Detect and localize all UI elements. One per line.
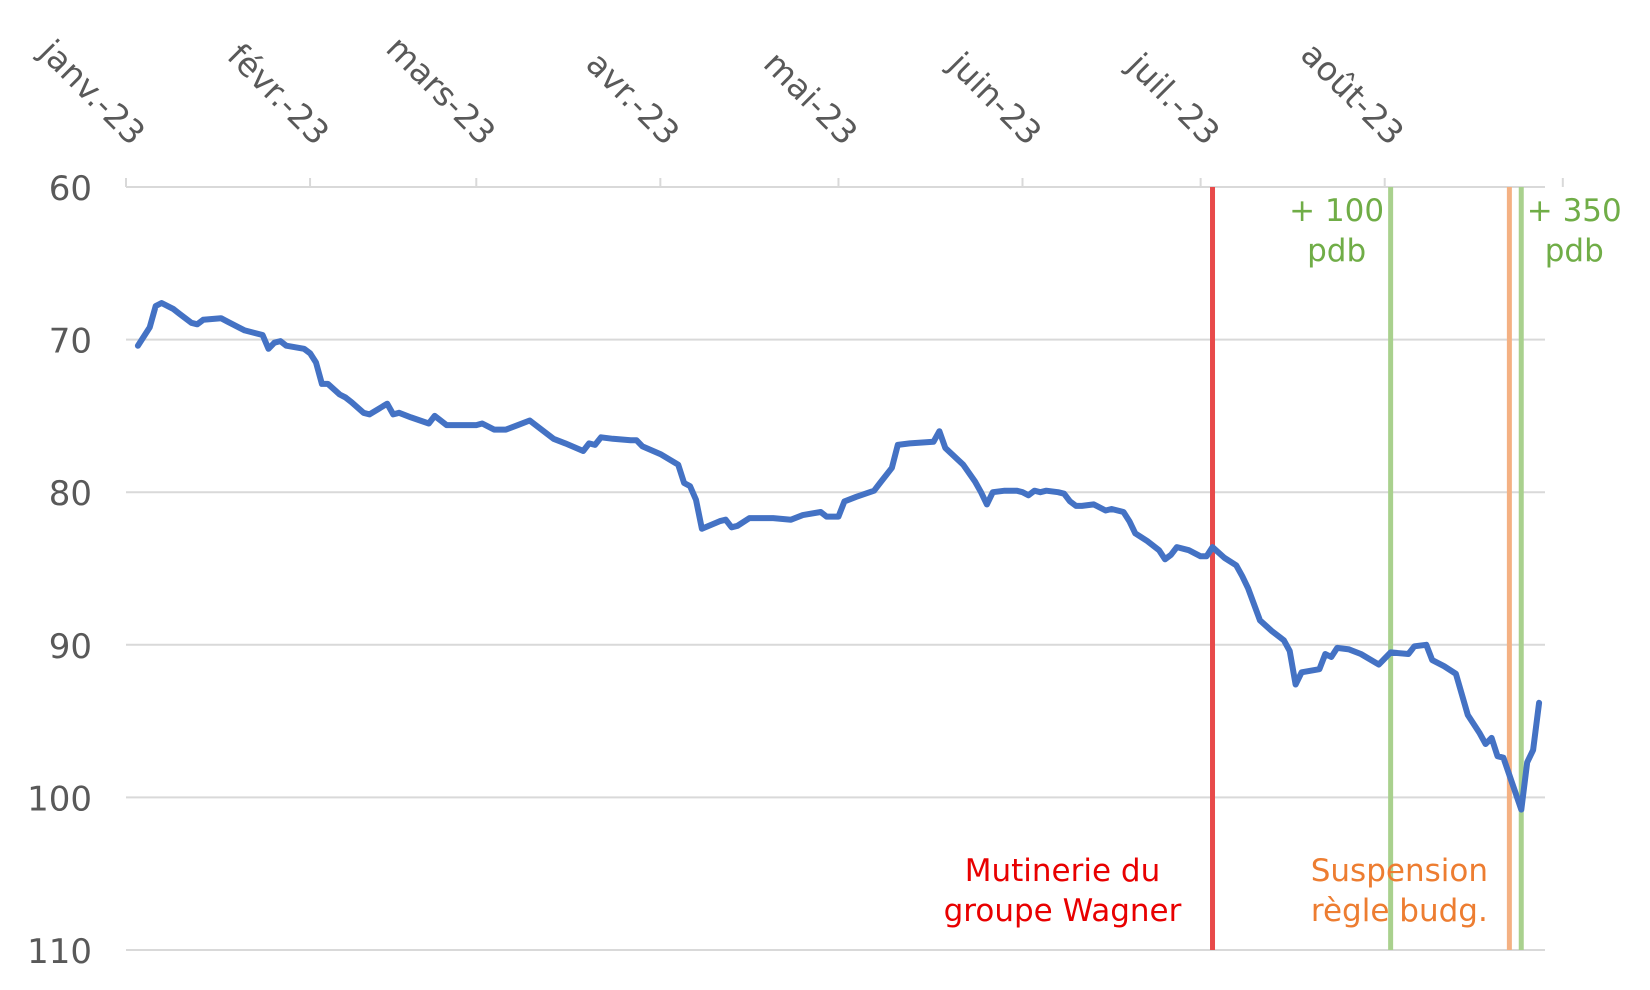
y-tick-label: 70	[49, 322, 92, 362]
event-label: Mutinerie du	[965, 853, 1161, 889]
x-tick-label: mars-23	[379, 28, 503, 152]
y-tick-label: 90	[49, 627, 92, 667]
x-tick-label: févr.-23	[220, 36, 337, 153]
x-tick-label: mai-23	[756, 43, 865, 152]
event-label: pdb	[1307, 233, 1366, 269]
event-label: groupe Wagner	[944, 893, 1182, 929]
event-markers: Mutinerie du groupe Wagner + 100 pdb Suspens…	[944, 187, 1622, 950]
event-label: Suspension	[1311, 853, 1488, 889]
y-tick-label: 100	[27, 779, 92, 819]
event-label: pdb	[1545, 233, 1604, 269]
x-tick-label: juin-23	[940, 44, 1049, 153]
event-label: + 100	[1289, 193, 1384, 229]
event-label: + 350	[1527, 193, 1622, 229]
y-tick-label: 80	[49, 474, 92, 514]
series-group	[134, 300, 1543, 813]
event-label: règle budg.	[1311, 893, 1488, 929]
y-tick-label: 110	[27, 932, 92, 972]
x-tick-label: août-23	[1293, 34, 1411, 152]
y-axis: 60 70 80 90 100 110	[27, 169, 92, 972]
x-axis: janv.-23 févr.-23 mars-23 avr.-23 mai-23 juin…	[32, 28, 1564, 187]
x-tick-label: juil.-23	[1120, 45, 1228, 153]
y-tick-label: 60	[49, 169, 92, 209]
gridlines	[126, 186, 1545, 951]
x-tick-label: avr.-23	[579, 44, 688, 153]
x-tick-label: janv.-23	[32, 31, 153, 152]
series-line	[134, 300, 1543, 813]
